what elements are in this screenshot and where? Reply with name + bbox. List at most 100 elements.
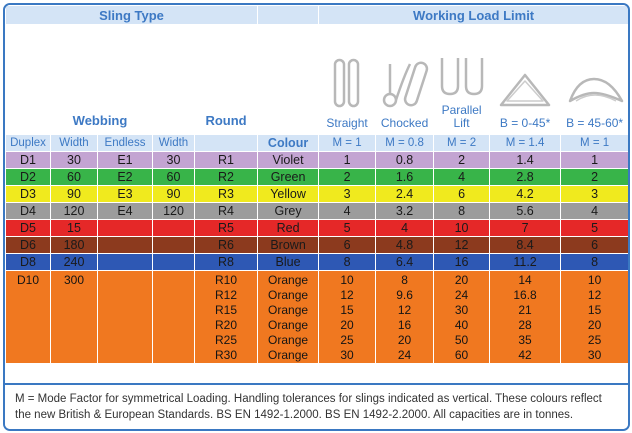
round-cell: R6 [193,236,259,254]
webbing-header: Webbing [5,24,195,135]
orange-parallel-value: 50 [454,333,469,347]
orange-colour-value: Orange [268,348,309,362]
orange-b045-value: 21 [518,303,532,317]
table-row: D3 90 E3 90 R3 Yellow 3 2.4 6 4.2 3 [5,185,628,203]
width-cell-2 [152,270,195,364]
orange-parallel-value: 20 [454,273,469,287]
basket-45-60-label: B = 45-60* [566,116,624,130]
endless-cell: E1 [97,151,153,169]
straight-header: Straight [318,24,377,135]
table-row-orange: D10 300 R10 R12 R15 R20 R25 R30 Orange Orange O… [5,270,628,364]
colour-cell: Violet [257,151,320,169]
chocked-cell: 4 [375,219,435,237]
orange-colour-value: Orange [268,273,309,287]
basket-0-45-label: B = 0-45* [499,116,551,130]
width-cell-2: 60 [152,168,195,186]
width-cell-2: 90 [152,185,195,203]
width-cell: 30 [50,151,98,169]
orange-round-value: R25 [215,333,238,347]
duplex-cell: D3 [5,185,51,203]
basket-0-45-icon [499,73,551,107]
round-cell: R3 [193,185,259,203]
orange-straight-value: 30 [340,348,354,362]
orange-chocked-value: 9.6 [396,288,413,302]
straight-cell: 5 [318,219,377,237]
orange-parallel-value: 60 [454,348,469,362]
orange-round-value: R30 [215,348,238,362]
round-cell: R2 [193,168,259,186]
mode-factor-b045: M = 1.4 [489,134,562,152]
width-cell: 120 [50,202,98,220]
orange-colour-value: Orange [268,333,309,347]
width-subheader-2: Width [152,134,195,152]
orange-chocked-value: 8 [401,273,408,287]
colour-cell: Blue [257,253,320,271]
orange-b4560-value: 12 [587,288,602,302]
table-row: D8 240 R8 Blue 8 6.4 16 11.2 8 [5,253,628,271]
footnote: M = Mode Factor for symmetrical Loading.… [5,383,628,429]
b4560-cell: 8 [560,253,628,271]
width-cell: 60 [50,168,98,186]
chocked-cell: 1.6 [375,168,435,186]
table-row: D6 180 R6 Brown 6 4.8 12 8.4 6 [5,236,628,254]
b045-cell: 2.8 [489,168,562,186]
duplex-cell: D8 [5,253,51,271]
mode-factor-parallel: M = 2 [433,134,491,152]
basket-45-60-icon [568,77,623,103]
chocked-cell: 3.2 [375,202,435,220]
parallel-cell: 10 [433,219,491,237]
b045-cell: 1.4 [489,151,562,169]
b4560-cell: 2 [560,168,628,186]
orange-straight-value: 15 [340,303,354,317]
blank-header [257,5,320,25]
width-subheader: Width [50,134,98,152]
straight-cell: 8 [318,253,377,271]
chocked-cell: 0.8 [375,151,435,169]
parallel-lift-label: Parallel Lift [441,103,482,130]
orange-straight-value: 25 [340,333,354,347]
duplex-cell: D6 [5,236,51,254]
colour-cell: Red [257,219,320,237]
orange-round-value: R10 [215,273,238,287]
colour-cell: Green [257,168,320,186]
chocked-cell: 4.8 [375,236,435,254]
width-cell: 90 [50,185,98,203]
straight-cell: 1 [318,151,377,169]
duplex-cell: D2 [5,168,51,186]
endless-cell: E4 [97,202,153,220]
round-cell: R4 [193,202,259,220]
orange-parallel-value: 30 [454,303,469,317]
orange-straight-value: 12 [340,288,354,302]
width-cell-2: 30 [152,151,195,169]
orange-b4560-value: 15 [587,303,602,317]
straight-sling-icon [333,58,360,108]
mode-factor-b4560: M = 1 [560,134,628,152]
parallel-cell: 2 [433,151,491,169]
orange-chocked-value: 16 [397,318,412,332]
endless-cell [97,219,153,237]
colour-header-space [257,24,320,135]
chocked-header: Chocked [375,24,435,135]
width-cell-2 [152,219,195,237]
round-cell: R1 [193,151,259,169]
orange-b045-value: 28 [518,318,532,332]
endless-cell: E3 [97,185,153,203]
chocked-cell-list: 8 9.6 12 16 20 24 [375,270,435,364]
b045-cell-list: 14 16.8 21 28 35 42 [489,270,562,364]
parallel-lift-header: Parallel Lift [433,24,491,135]
endless-cell [97,270,153,364]
orange-colour-value: Orange [268,318,309,332]
straight-cell: 4 [318,202,377,220]
duplex-cell: D10 [5,270,51,364]
width-cell: 240 [50,253,98,271]
sling-type-header: Sling Type [5,5,259,25]
table-row: D5 15 R5 Red 5 4 10 7 5 [5,219,628,237]
orange-chocked-value: 24 [397,348,412,362]
orange-straight-value: 20 [340,318,354,332]
sling-table: Sling Type Working Load Limit Webbing Ro… [5,5,628,364]
orange-colour-value: Orange [268,288,309,302]
orange-b045-value: 35 [518,333,532,347]
b045-cell: 8.4 [489,236,562,254]
round-header: Round [193,24,259,135]
orange-round-value: R15 [215,303,238,317]
